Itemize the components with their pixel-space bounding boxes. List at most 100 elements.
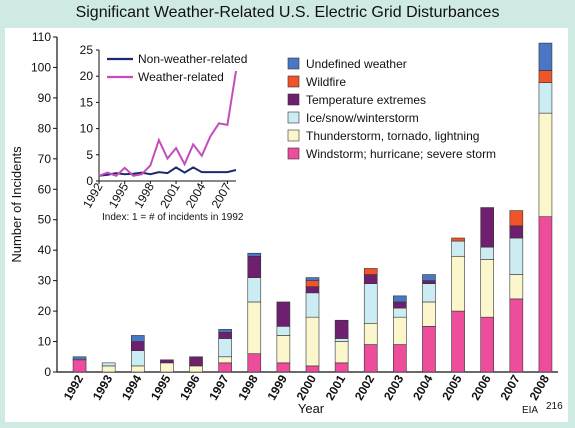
bar-segment <box>422 301 436 327</box>
bar-segment <box>276 362 291 373</box>
x-tick-label: 1993 <box>90 372 116 402</box>
inset-series-line <box>98 166 237 177</box>
y-tick-label: 0 <box>44 365 51 379</box>
bar-segment <box>247 255 262 278</box>
inset-y-tick-label: 5 <box>86 148 93 162</box>
legend-label: Thunderstorm, tornado, lightning <box>306 129 479 143</box>
x-tick-label: 2007 <box>497 372 523 402</box>
bar-segment <box>509 274 524 300</box>
y-axis-label: Number of Incidents <box>9 146 24 263</box>
y-tick-label: 70 <box>38 152 52 166</box>
legend-swatch <box>287 111 300 124</box>
x-tick-label: 2006 <box>468 372 494 402</box>
legend-label: Temperature extremes <box>306 93 426 107</box>
bar-segment <box>247 252 262 257</box>
bar-segment <box>247 277 262 303</box>
x-tick-label: 2001 <box>323 372 349 402</box>
y-tick-label: 110 <box>32 30 51 44</box>
bar-segment <box>305 280 320 288</box>
bar-segment <box>538 70 553 83</box>
bar-segment <box>130 341 145 351</box>
inset-y-tick-label: 10 <box>80 122 94 136</box>
bar-segment <box>422 280 436 284</box>
inset-legend-label: Non-weather-related <box>138 52 247 66</box>
y-tick-label: 20 <box>38 304 52 318</box>
bar-segment <box>72 356 87 361</box>
bar-segment <box>334 319 349 339</box>
x-tick-label: 2003 <box>381 372 407 402</box>
bar-segment <box>363 322 378 345</box>
bar-segment <box>218 362 232 373</box>
x-tick-label: 2000 <box>294 372 320 402</box>
x-tick-label: 2005 <box>439 372 465 402</box>
bar-segment <box>451 255 465 312</box>
chart-panel: 0 10 20 30 40 50 60 70 80 90 100 110 Number of Incid… <box>5 28 568 422</box>
bar-segment <box>276 301 291 327</box>
bar-segment <box>363 344 378 373</box>
bar-segment <box>160 362 174 373</box>
bar-segment <box>305 365 320 373</box>
bar-segment <box>363 283 378 324</box>
bar-segment <box>480 246 495 260</box>
bar-segment <box>422 274 436 281</box>
y-tick-label: 50 <box>38 213 52 227</box>
y-tick-label: 40 <box>38 243 52 257</box>
x-tick-label: 1992 <box>61 372 87 402</box>
bar-segment <box>480 207 495 248</box>
bar-segment <box>451 310 465 373</box>
bar-segment <box>305 286 320 294</box>
bar-segment <box>189 365 203 373</box>
inset-legend-label: Weather-related <box>138 70 224 84</box>
bar-segment <box>480 316 495 373</box>
bar-segment <box>538 42 553 71</box>
bar-segment <box>189 356 203 367</box>
bar-segment <box>393 295 407 303</box>
bar-segment <box>130 335 145 342</box>
bar-segment <box>218 332 232 339</box>
y-tick-label: 30 <box>38 274 52 288</box>
legend-swatch <box>287 129 300 142</box>
bar-segment <box>393 316 407 345</box>
x-tick-label: 1995 <box>148 372 174 402</box>
bar-segment <box>334 338 349 342</box>
bar-segment <box>363 274 378 284</box>
y-tick-label: 100 <box>31 60 51 74</box>
bar-segment <box>509 298 524 373</box>
source-superscript: 216 <box>546 401 563 412</box>
inset-note: Index: 1 = # of incidents in 1992 <box>102 212 244 223</box>
x-tick-label: 1996 <box>177 372 203 402</box>
x-tick-label: 2004 <box>410 372 436 402</box>
bar-segment <box>480 259 495 318</box>
bar-segment <box>451 240 465 257</box>
bar-segment <box>247 353 262 373</box>
legend-label: Wildfire <box>306 75 346 89</box>
y-tick-label: 80 <box>38 121 52 135</box>
bar-segment <box>393 301 407 309</box>
bar-segment <box>218 329 232 333</box>
inset-y-tick-label: 15 <box>80 95 94 109</box>
inset-series-line <box>98 70 237 177</box>
source-label: EIA <box>522 405 538 416</box>
bar-segment <box>160 359 174 364</box>
bar-segment <box>101 362 116 367</box>
bar-segment <box>72 359 87 373</box>
bar-segment <box>305 292 320 318</box>
bar-segment <box>422 326 436 373</box>
legend-label: Ice/snow/winterstorm <box>306 111 419 125</box>
bar-segment <box>509 210 524 227</box>
bar-segment <box>538 216 553 373</box>
bar-segment <box>363 268 378 275</box>
inset-y-tick-label: 0 <box>86 174 93 188</box>
bar-segment <box>334 362 349 373</box>
bar-segment <box>422 283 436 303</box>
x-axis-label: Year <box>298 401 325 416</box>
bar-segment <box>538 82 553 114</box>
x-tick-label: 2008 <box>527 372 553 402</box>
bar-segment <box>393 344 407 373</box>
bar-segment <box>509 237 524 275</box>
bar-segment <box>305 277 320 281</box>
bar-segment <box>130 350 145 367</box>
bar-segment <box>276 335 291 364</box>
